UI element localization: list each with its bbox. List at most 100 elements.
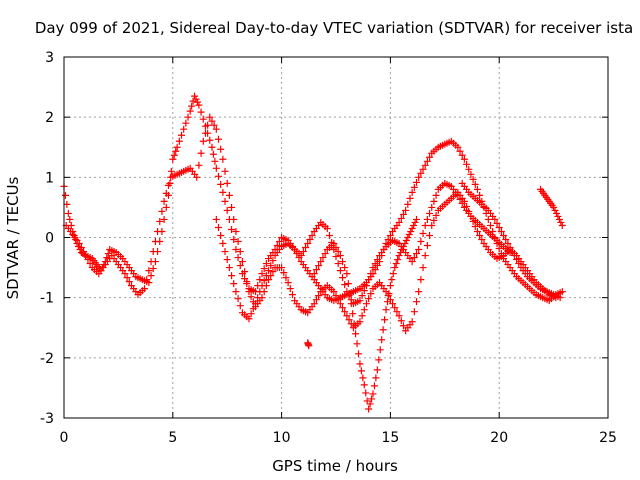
data-point-track-a (256, 276, 264, 284)
data-point-track-d (346, 290, 354, 298)
data-point-track-b (154, 227, 162, 235)
data-point-track-f (550, 203, 558, 211)
data-point-track-b (86, 260, 94, 268)
data-point-track-c (260, 277, 268, 285)
data-point-track-c (458, 199, 466, 207)
data-point-track-b (358, 312, 366, 320)
data-point-track-c (217, 231, 225, 239)
data-point-track-d (356, 360, 364, 368)
data-point-track-a (162, 203, 170, 211)
data-point-track-d (360, 381, 368, 389)
data-point-track-a (458, 151, 466, 159)
data-point-track-d (373, 366, 381, 374)
data-point-track-b (265, 276, 273, 284)
x-tick-label: 25 (599, 430, 617, 446)
data-point-track-c (256, 288, 264, 296)
data-point-track-d (336, 252, 344, 260)
data-point-track-d (368, 395, 376, 403)
data-point-track-c (247, 310, 255, 318)
data-point-track-a (395, 218, 403, 226)
data-point-track-b (280, 269, 288, 277)
data-point-track-d (398, 246, 406, 254)
data-point-track-a (558, 288, 566, 296)
data-point-track-b (228, 203, 236, 211)
data-point-track-b (399, 322, 407, 330)
data-point-track-d (401, 240, 409, 248)
data-point-track-b (478, 236, 486, 244)
data-point-track-d (402, 237, 410, 245)
data-point-track-d (375, 356, 383, 364)
data-point-track-b (286, 285, 294, 293)
data-point-track-a (386, 231, 394, 239)
data-points (60, 92, 566, 413)
data-point-track-e (556, 294, 564, 302)
y-tick-label: 1 (45, 170, 54, 186)
data-point-track-a (195, 101, 203, 109)
data-point-track-e (506, 244, 514, 252)
data-point-track-b (243, 278, 251, 286)
data-point-track-d (410, 221, 418, 229)
data-point-track-f (551, 206, 559, 214)
data-point-track-a (197, 108, 205, 116)
data-point-track-a (169, 155, 177, 163)
data-point-track-b (284, 279, 292, 287)
data-point-track-e (515, 260, 523, 268)
data-point-track-b (421, 252, 429, 260)
data-point-track-b (210, 121, 218, 129)
data-point-track-d (354, 350, 362, 358)
data-point-track-b (426, 231, 434, 239)
data-point-track-b (162, 189, 170, 197)
data-point-track-a (147, 272, 155, 280)
data-point-track-b (195, 161, 203, 169)
data-point-track-c (254, 294, 262, 302)
data-point-track-d (365, 405, 373, 413)
data-point-track-d (407, 227, 415, 235)
data-point-track-c (360, 287, 368, 295)
data-point-track-f (555, 215, 563, 223)
data-point-track-b (419, 264, 427, 272)
data-point-track-a (63, 200, 71, 208)
data-point-track-b (156, 217, 164, 225)
data-point-track-c (323, 224, 331, 232)
data-point-track-a (273, 242, 281, 250)
data-point-track-a (454, 143, 462, 151)
data-point-track-c (371, 260, 379, 268)
data-point-track-e (502, 236, 510, 244)
data-point-track-a (214, 172, 222, 180)
data-point-track-b (360, 306, 368, 314)
data-point-track-c (373, 256, 381, 264)
data-point-track-a (408, 188, 416, 196)
data-point-track-b (84, 256, 92, 264)
data-point-track-d (388, 276, 396, 284)
x-tick-label: 0 (60, 430, 69, 446)
data-point-track-c (306, 236, 314, 244)
data-point-track-b (389, 300, 397, 308)
data-point-track-d (394, 256, 402, 264)
x-tick-label: 15 (381, 430, 399, 446)
data-point-track-c (430, 197, 438, 205)
data-point-track-d (411, 218, 419, 226)
data-point-track-b (143, 276, 151, 284)
data-point-track-d (332, 244, 340, 252)
data-point-track-a (404, 200, 412, 208)
data-point-track-d (392, 260, 400, 268)
data-point-track-a (421, 161, 429, 169)
data-point-track-b (423, 242, 431, 250)
data-point-track-a (495, 245, 503, 253)
data-point-track-b (201, 129, 209, 137)
data-point-track-d (350, 320, 358, 328)
data-point-track-a (173, 143, 181, 151)
data-point-track-a (463, 160, 471, 168)
data-point-track-c (221, 248, 229, 256)
data-point-track-a (228, 225, 236, 233)
data-point-track-d (353, 340, 361, 348)
data-point-track-a (186, 107, 194, 115)
data-point-track-b (123, 274, 131, 282)
data-point-track-a (473, 185, 481, 193)
data-point-track-a (456, 147, 464, 155)
data-point-track-d (362, 389, 370, 397)
data-point-track-d (339, 258, 347, 266)
data-point-track-b (476, 231, 484, 239)
data-point-track-c (339, 274, 347, 282)
data-point-track-a (175, 137, 183, 145)
